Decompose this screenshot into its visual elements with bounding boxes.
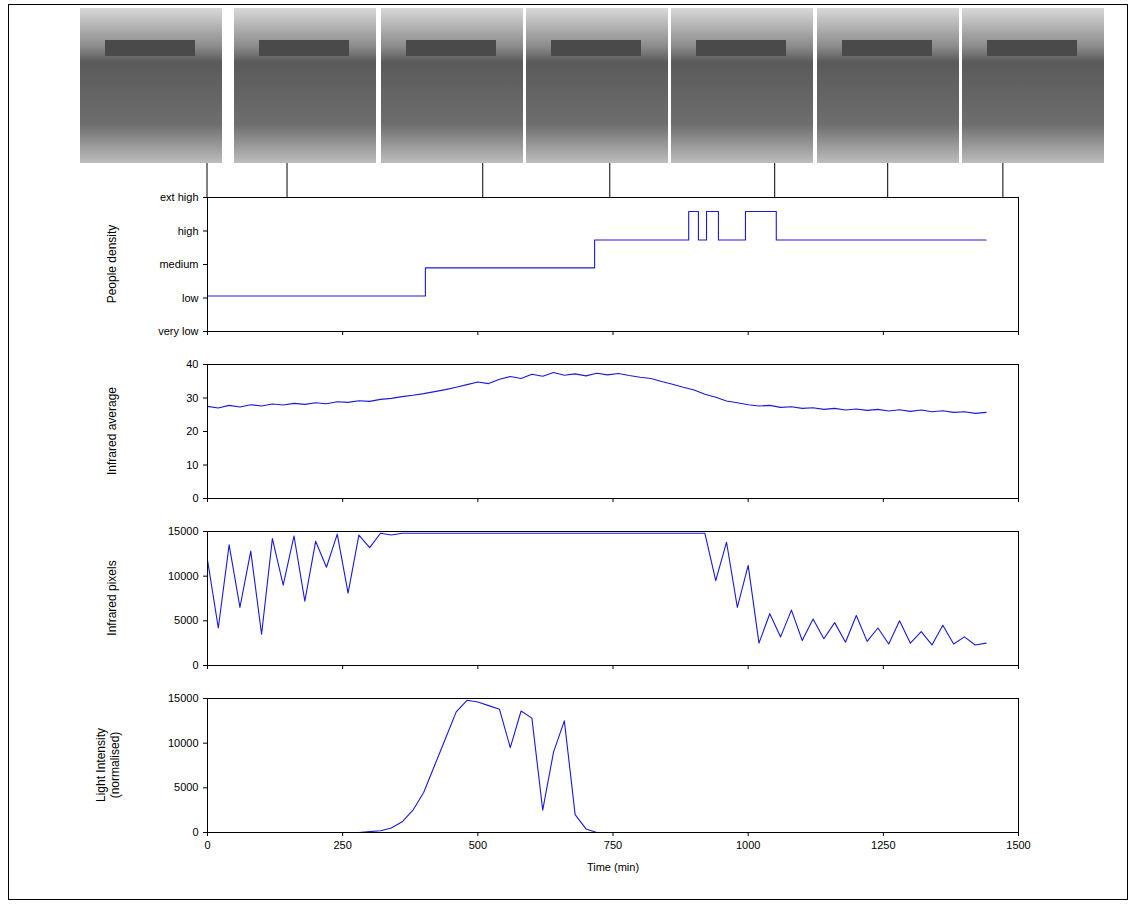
html-text:Infrared average: Infrared average	[105, 387, 119, 475]
svg-text:5000: 5000	[174, 781, 198, 793]
svg-text:0: 0	[204, 839, 210, 851]
svg-text:500: 500	[469, 839, 487, 851]
svg-text:0: 0	[192, 659, 198, 671]
svg-text:10: 10	[186, 459, 198, 471]
svg-text:0: 0	[192, 826, 198, 838]
svg-text:low: low	[182, 292, 199, 304]
html-text:Light Intensity (normalised): Light Intensity (normalised)	[94, 728, 122, 802]
svg-text:15000: 15000	[168, 525, 199, 537]
svg-text:high: high	[178, 225, 199, 237]
svg-text:1250: 1250	[871, 839, 895, 851]
svg-text:1000: 1000	[736, 839, 760, 851]
svg-text:very low: very low	[158, 325, 198, 337]
svg-text:ext high: ext high	[160, 191, 199, 203]
svg-text:40: 40	[186, 358, 198, 370]
svg-text:10000: 10000	[168, 570, 199, 582]
svg-text:10000: 10000	[168, 737, 199, 749]
svg-text:250: 250	[333, 839, 351, 851]
svg-text:30: 30	[186, 392, 198, 404]
svg-text:20: 20	[186, 425, 198, 437]
svg-text:medium: medium	[159, 258, 198, 270]
html-text:People density: People density	[105, 224, 119, 304]
svg-text:750: 750	[604, 839, 622, 851]
html-text:Infrared pixels: Infrared pixels	[105, 560, 119, 636]
svg-text:1500: 1500	[1006, 839, 1030, 851]
svg-text:15000: 15000	[168, 692, 199, 704]
svg-text:Time (min): Time (min)	[587, 861, 639, 873]
svg-text:0: 0	[192, 492, 198, 504]
svg-text:5000: 5000	[174, 614, 198, 626]
